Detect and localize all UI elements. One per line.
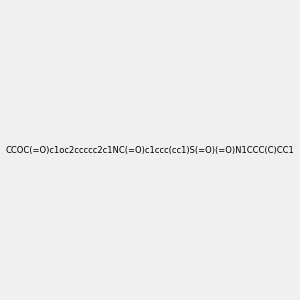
Text: CCOC(=O)c1oc2ccccc2c1NC(=O)c1ccc(cc1)S(=O)(=O)N1CCC(C)CC1: CCOC(=O)c1oc2ccccc2c1NC(=O)c1ccc(cc1)S(=… xyxy=(6,146,294,154)
